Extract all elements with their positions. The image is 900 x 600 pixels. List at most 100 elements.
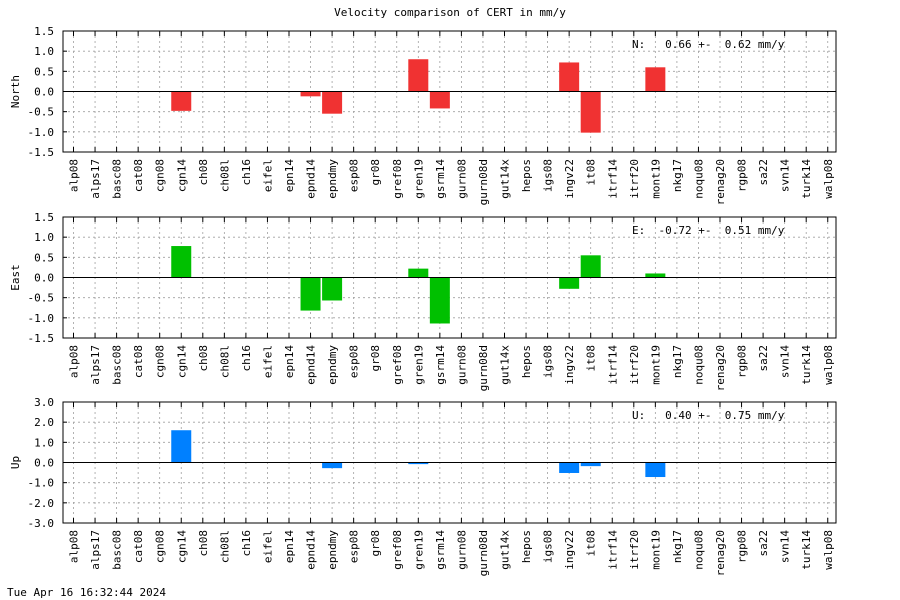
summary-up: U: 0.40 +- 0.75 mm/y (632, 409, 785, 422)
y-tick-label: -1.5 (28, 146, 55, 159)
y-tick-label: 0.5 (34, 65, 54, 78)
x-tick-label: nkg17 (671, 345, 684, 378)
x-tick-label: alp08 (68, 159, 81, 192)
x-tick-label: hepos (520, 159, 533, 192)
x-tick-label: eifel (261, 345, 274, 378)
bar-mont19 (645, 273, 666, 278)
x-tick-label: noqu08 (692, 345, 705, 385)
x-tick-label: esp08 (348, 159, 361, 192)
x-tick-label: gsrm14 (434, 530, 447, 570)
x-tick-label: sa22 (757, 159, 770, 186)
x-tick-label: basc08 (111, 530, 124, 570)
bar-gren19 (408, 59, 429, 92)
x-tick-label: noqu08 (692, 159, 705, 199)
bar-cgn14 (171, 91, 192, 111)
x-tick-label: epndmy (326, 530, 339, 570)
x-tick-label: itrf14 (606, 530, 619, 570)
bar-cgn14 (171, 430, 192, 463)
y-tick-label: -1.0 (28, 126, 55, 139)
x-tick-label: mont19 (649, 159, 662, 199)
y-tick-label: 1.5 (34, 25, 54, 38)
y-tick-label: -0.5 (28, 292, 55, 305)
x-tick-label: cat08 (132, 159, 145, 192)
x-tick-label: gurn08 (455, 345, 468, 385)
x-tick-label: gren19 (412, 159, 425, 199)
x-tick-label: igs08 (542, 530, 555, 563)
x-tick-label: itrf14 (606, 345, 619, 385)
x-tick-label: cgn14 (175, 345, 188, 378)
x-tick-label: sa22 (757, 345, 770, 372)
x-tick-label: noqu08 (692, 530, 705, 570)
x-tick-label: ingv22 (563, 159, 576, 199)
x-tick-label: mont19 (649, 345, 662, 385)
x-tick-label: epnd14 (305, 345, 318, 385)
x-tick-label: cgn14 (175, 159, 188, 192)
bar-epnd14 (300, 91, 321, 97)
x-tick-label: cat08 (132, 530, 145, 563)
y-tick-label: 1.0 (34, 231, 54, 244)
panel-label-north: North (9, 75, 22, 108)
x-tick-label: rgp08 (736, 530, 749, 563)
x-tick-label: it08 (585, 530, 598, 557)
x-tick-label: epn14 (283, 530, 296, 563)
footer-timestamp: Tue Apr 16 16:32:44 2024 (7, 586, 166, 599)
bar-epndmy (322, 462, 343, 469)
x-tick-label: svn14 (779, 159, 792, 192)
x-tick-label: walp08 (822, 159, 835, 199)
bar-epnd14 (300, 277, 321, 311)
x-tick-label: esp08 (348, 530, 361, 563)
x-tick-label: sa22 (757, 530, 770, 557)
bar-mont19 (645, 67, 666, 92)
x-tick-label: epn14 (283, 345, 296, 378)
x-tick-label: cgn08 (154, 345, 167, 378)
x-tick-label: ch08 (197, 345, 210, 372)
x-tick-label: itrf20 (628, 345, 641, 385)
bar-gren19 (408, 462, 429, 465)
x-tick-label: itrf20 (628, 530, 641, 570)
x-tick-label: basc08 (111, 159, 124, 199)
bar-it08 (580, 462, 601, 467)
x-tick-label: ch08 (197, 159, 210, 186)
x-tick-label: renag20 (714, 530, 727, 576)
x-tick-label: ch08 (197, 530, 210, 557)
x-tick-label: gr08 (369, 530, 382, 557)
x-tick-label: epnd14 (305, 159, 318, 199)
bar-gsrm14 (429, 91, 450, 109)
x-tick-label: ch08l (218, 159, 231, 192)
panel-label-up: Up (9, 456, 22, 469)
bar-gren19 (408, 268, 429, 278)
x-tick-label: gurn08 (455, 530, 468, 570)
x-tick-label: walp08 (822, 345, 835, 385)
x-tick-label: eifel (261, 159, 274, 192)
x-tick-label: gsrm14 (434, 159, 447, 199)
x-tick-label: igs08 (542, 345, 555, 378)
bar-it08 (580, 91, 601, 133)
x-tick-label: gurn08d (477, 345, 490, 391)
x-tick-label: epndmy (326, 159, 339, 199)
bar-ingv22 (559, 62, 580, 92)
x-tick-label: svn14 (779, 345, 792, 378)
y-tick-label: -1.0 (28, 477, 55, 490)
y-tick-label: 1.0 (34, 436, 54, 449)
bar-cgn14 (171, 246, 192, 278)
x-tick-label: gut14x (499, 159, 512, 199)
x-tick-label: rgp08 (736, 345, 749, 378)
x-tick-label: epn14 (283, 159, 296, 192)
x-tick-label: mont19 (649, 530, 662, 570)
bar-ingv22 (559, 462, 580, 473)
y-tick-label: -1.0 (28, 312, 55, 325)
bar-it08 (580, 255, 601, 278)
x-tick-label: epndmy (326, 345, 339, 385)
x-tick-label: itrf20 (628, 159, 641, 199)
x-tick-label: it08 (585, 159, 598, 186)
panel-label-east: East (9, 264, 22, 291)
x-tick-label: cgn08 (154, 530, 167, 563)
x-tick-label: it08 (585, 345, 598, 372)
x-tick-label: turk14 (800, 530, 813, 570)
x-tick-label: alps17 (89, 159, 102, 199)
y-tick-label: -0.5 (28, 106, 55, 119)
bar-mont19 (645, 462, 666, 478)
summary-north: N: 0.66 +- 0.62 mm/y (632, 38, 785, 51)
x-tick-label: turk14 (800, 159, 813, 199)
x-tick-label: gref08 (391, 159, 404, 199)
